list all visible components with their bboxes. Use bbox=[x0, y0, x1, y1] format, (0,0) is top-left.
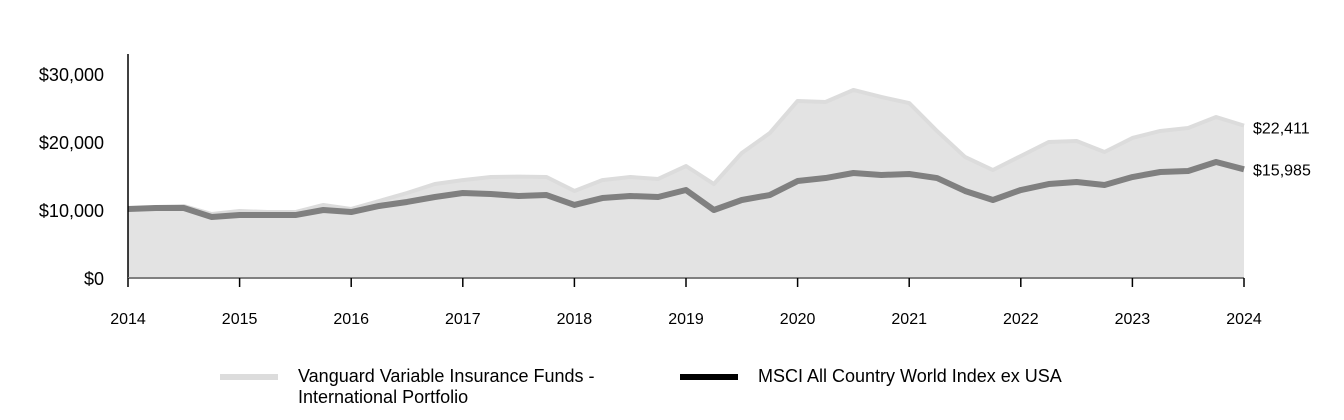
y-tick-label: $30,000 bbox=[39, 65, 104, 85]
legend-item-fund: Vanguard Variable Insurance Funds - Inte… bbox=[220, 366, 595, 408]
legend-swatch-fund bbox=[220, 374, 278, 380]
x-tick-label: 2023 bbox=[1115, 311, 1151, 328]
y-tick-label: $20,000 bbox=[39, 133, 104, 153]
fund-end-label: $22,411 bbox=[1253, 121, 1310, 138]
x-tick-label: 2020 bbox=[780, 311, 816, 328]
x-tick-label: 2019 bbox=[668, 311, 704, 328]
legend-label-fund-line1: Vanguard Variable Insurance Funds - bbox=[298, 366, 595, 386]
x-tick-label: 2024 bbox=[1226, 311, 1262, 328]
legend-label-fund-line2: International Portfolio bbox=[298, 387, 469, 407]
x-tick-label: 2018 bbox=[557, 311, 593, 328]
y-tick-label: $10,000 bbox=[39, 201, 104, 221]
y-tick-label: $0 bbox=[84, 269, 104, 289]
x-tick-label: 2015 bbox=[222, 311, 258, 328]
fund-area bbox=[128, 89, 1244, 278]
legend-swatch-index bbox=[680, 374, 738, 380]
legend-item-index: MSCI All Country World Index ex USA bbox=[680, 366, 1062, 387]
x-tick-label: 2022 bbox=[1003, 311, 1039, 328]
x-tick-label: 2021 bbox=[891, 311, 927, 328]
legend-label-index: MSCI All Country World Index ex USA bbox=[758, 366, 1062, 386]
index-line bbox=[127, 158, 1245, 221]
x-tick-label: 2017 bbox=[445, 311, 481, 328]
fund-line bbox=[127, 87, 1245, 217]
x-tick-label: 2016 bbox=[333, 311, 369, 328]
index-end-label: $15,985 bbox=[1253, 162, 1311, 179]
x-tick-label: 2014 bbox=[110, 311, 146, 328]
